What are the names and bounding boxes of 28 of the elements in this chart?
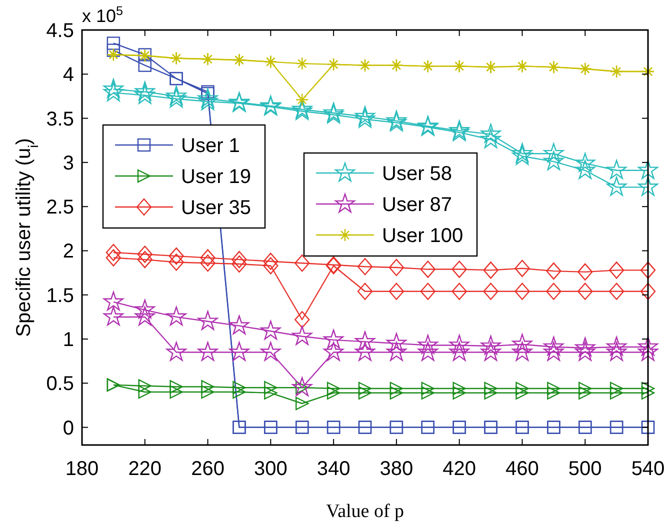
x-tick-label: 220	[128, 458, 162, 480]
x-tick-label: 300	[254, 458, 288, 480]
y-tick-label: 3	[62, 152, 74, 174]
x-tick-label: 420	[442, 458, 476, 480]
legend-label: User 87	[382, 194, 452, 216]
y-tick-label: 3.5	[46, 108, 74, 130]
x-tick-label: 380	[380, 458, 414, 480]
text: x 10$^{5}$	[82, 4, 124, 26]
legend-label: User 19	[181, 166, 252, 188]
y-tick-label: 0	[62, 417, 74, 440]
x-tick-label: 500	[568, 458, 602, 480]
legend-label: User 58	[382, 163, 452, 185]
y-tick-label: 4	[62, 64, 74, 86]
y-tick-label: 1.5	[46, 284, 74, 307]
x-tick-label: 540	[631, 458, 664, 480]
x-tick-label: 260	[191, 458, 224, 480]
y-tick-label: 4.5	[46, 20, 74, 42]
y-tick-label: 2	[62, 240, 74, 263]
x-tick-label: 460	[506, 458, 539, 480]
y-tick-label: 2.5	[46, 196, 74, 219]
legend-label: User 35	[181, 197, 252, 219]
x-tick-label: 340	[316, 458, 350, 480]
x-axis-title: Value of p	[326, 501, 404, 522]
legend-label: User 1	[181, 135, 240, 157]
legend-label: User 100	[382, 225, 464, 247]
y-tick-label: 0.5	[46, 373, 74, 396]
y-tick-label: 1	[62, 329, 74, 352]
x-tick-label: 180	[65, 458, 99, 480]
